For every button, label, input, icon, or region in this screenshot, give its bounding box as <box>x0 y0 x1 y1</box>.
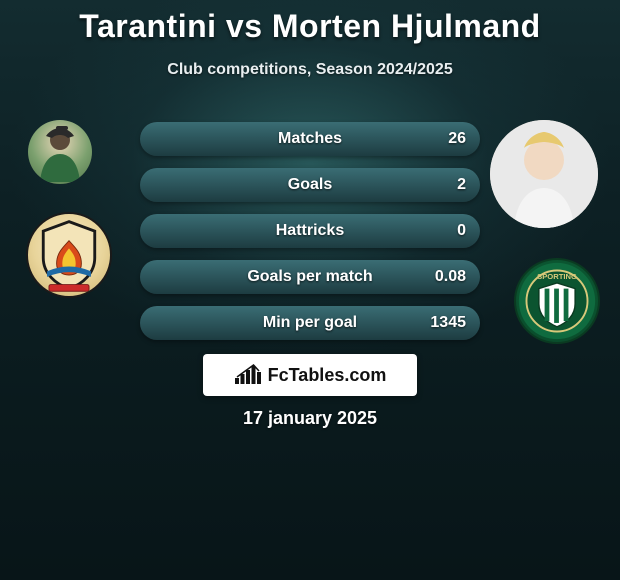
left-player-silhouette-icon <box>28 120 92 184</box>
stat-value-p2: 1345 <box>430 306 466 340</box>
subtitle: Club competitions, Season 2024/2025 <box>0 61 620 79</box>
stat-bar-p2 <box>140 122 480 156</box>
bar-chart-icon <box>234 364 262 386</box>
stat-row: Matches26 <box>140 122 480 156</box>
stat-bar-p2 <box>140 306 480 340</box>
left-player-column <box>8 120 112 298</box>
stat-value-p2: 2 <box>457 168 466 202</box>
as-of-date: 17 january 2025 <box>0 408 620 429</box>
right-player-avatar <box>490 120 598 228</box>
stat-row: Hattricks0 <box>140 214 480 248</box>
stat-bar-p2 <box>140 168 480 202</box>
stat-bar-p2 <box>140 260 480 294</box>
brand-badge: FcTables.com <box>203 354 417 396</box>
crest-text: SPORTING <box>537 272 577 281</box>
stat-value-p2: 26 <box>448 122 466 156</box>
brand-text: FcTables.com <box>268 365 387 386</box>
stat-value-p2: 0.08 <box>435 260 466 294</box>
left-player-avatar <box>28 120 92 184</box>
stat-row: Goals2 <box>140 168 480 202</box>
left-club-crest <box>26 212 112 298</box>
stat-value-p2: 0 <box>457 214 466 248</box>
stat-row: Goals per match0.08 <box>140 260 480 294</box>
sporting-crest-icon: SPORTING <box>516 260 598 342</box>
right-player-silhouette-icon <box>490 120 598 228</box>
stats-panel: Matches26 Goals2 Hattricks0 Goals per match… <box>140 122 480 340</box>
stat-bar-p2 <box>140 214 480 248</box>
page-title: Tarantini vs Morten Hjulmand <box>0 0 620 45</box>
right-club-crest: SPORTING <box>514 258 600 344</box>
stat-row: Min per goal1345 <box>140 306 480 340</box>
rio-ave-crest-icon <box>28 214 110 296</box>
right-player-column: SPORTING <box>490 120 598 344</box>
